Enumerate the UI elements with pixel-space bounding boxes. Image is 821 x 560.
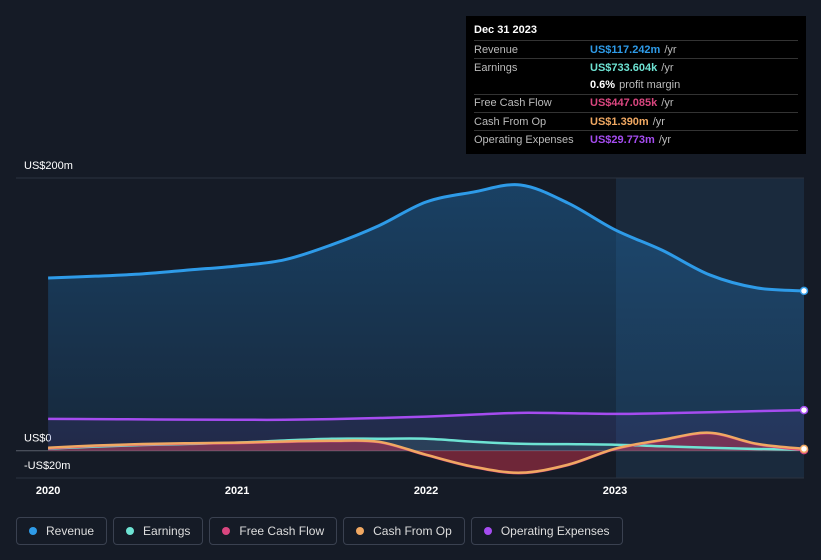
legend-dot bbox=[29, 527, 37, 535]
tooltip-margin: 0.6% profit margin bbox=[474, 77, 798, 94]
margin-text: profit margin bbox=[619, 79, 681, 92]
tooltip-row: Earnings US$733.604k/yr bbox=[474, 58, 798, 76]
tooltip: Dec 31 2023 Revenue US$117.242m/yr Earning… bbox=[466, 16, 806, 154]
tooltip-label: Earnings bbox=[474, 61, 518, 74]
series-line bbox=[48, 431, 805, 474]
x-tick-label: 2021 bbox=[225, 485, 249, 497]
series-area bbox=[48, 184, 805, 451]
tooltip-value: US$1.390m bbox=[590, 115, 649, 128]
series-area bbox=[48, 432, 805, 473]
series-line bbox=[48, 183, 805, 293]
legend-label: Operating Expenses bbox=[500, 524, 610, 538]
legend-dot bbox=[126, 527, 135, 535]
end-point bbox=[799, 286, 809, 296]
y-tick-label: -US$20m bbox=[24, 460, 70, 472]
legend-label: Revenue bbox=[46, 524, 95, 538]
legend-item[interactable]: Free Cash Flow bbox=[209, 517, 338, 545]
tooltip-unit: /yr bbox=[652, 115, 665, 128]
legend-dot bbox=[356, 527, 365, 535]
tooltip-value: US$447.085k bbox=[590, 97, 658, 110]
x-tick-label: 2023 bbox=[603, 485, 627, 497]
tooltip-row: Operating Expenses US$29.773m/yr bbox=[474, 130, 798, 148]
tooltip-value: US$29.773m bbox=[590, 133, 655, 146]
y-tick-label: US$200m bbox=[24, 160, 73, 172]
legend-label: Cash From Op bbox=[373, 524, 452, 538]
tooltip-row: Cash From Op US$1.390m/yr bbox=[474, 111, 798, 130]
x-tick-label: 2022 bbox=[414, 485, 438, 497]
tooltip-unit: /yr bbox=[664, 43, 677, 56]
x-tick-label: 2020 bbox=[36, 485, 60, 497]
legend-item[interactable]: Operating Expenses bbox=[470, 517, 623, 545]
legend-label: Earnings bbox=[143, 524, 191, 538]
series-area bbox=[48, 433, 805, 474]
tooltip-unit: /yr bbox=[661, 61, 674, 74]
tooltip-label: Operating Expenses bbox=[474, 133, 574, 146]
tooltip-label: Revenue bbox=[474, 43, 519, 56]
tooltip-unit: /yr bbox=[661, 97, 674, 110]
legend-label: Free Cash Flow bbox=[239, 524, 325, 538]
end-point bbox=[799, 444, 809, 454]
tooltip-unit: /yr bbox=[658, 133, 672, 146]
legend-item[interactable]: Cash From Op bbox=[343, 517, 465, 545]
legend-dot bbox=[483, 527, 492, 535]
end-point bbox=[799, 405, 809, 415]
legend-dot bbox=[222, 527, 231, 535]
legend: Revenue Earnings Free Cash Flow Cash From O… bbox=[16, 517, 623, 545]
y-tick-label: US$0 bbox=[24, 433, 52, 445]
legend-item[interactable]: Earnings bbox=[113, 517, 204, 545]
tooltip-label: Free Cash Flow bbox=[474, 97, 552, 110]
tooltip-label: Cash From Op bbox=[474, 115, 547, 128]
margin-value: 0.6% bbox=[590, 79, 616, 92]
series-line bbox=[48, 408, 805, 422]
tooltip-value: US$733.604k bbox=[590, 61, 658, 74]
tooltip-date: Dec 31 2023 bbox=[474, 24, 537, 36]
tooltip-value: US$117.242m bbox=[590, 43, 661, 56]
tooltip-row: Free Cash Flow US$447.085k/yr bbox=[474, 93, 798, 112]
legend-item[interactable]: Revenue bbox=[16, 517, 108, 545]
tooltip-row: Revenue US$117.242m/yr bbox=[474, 40, 798, 58]
chart: US$200m US$0 -US$20m 2020 2021 2022 2023 bbox=[16, 160, 809, 497]
